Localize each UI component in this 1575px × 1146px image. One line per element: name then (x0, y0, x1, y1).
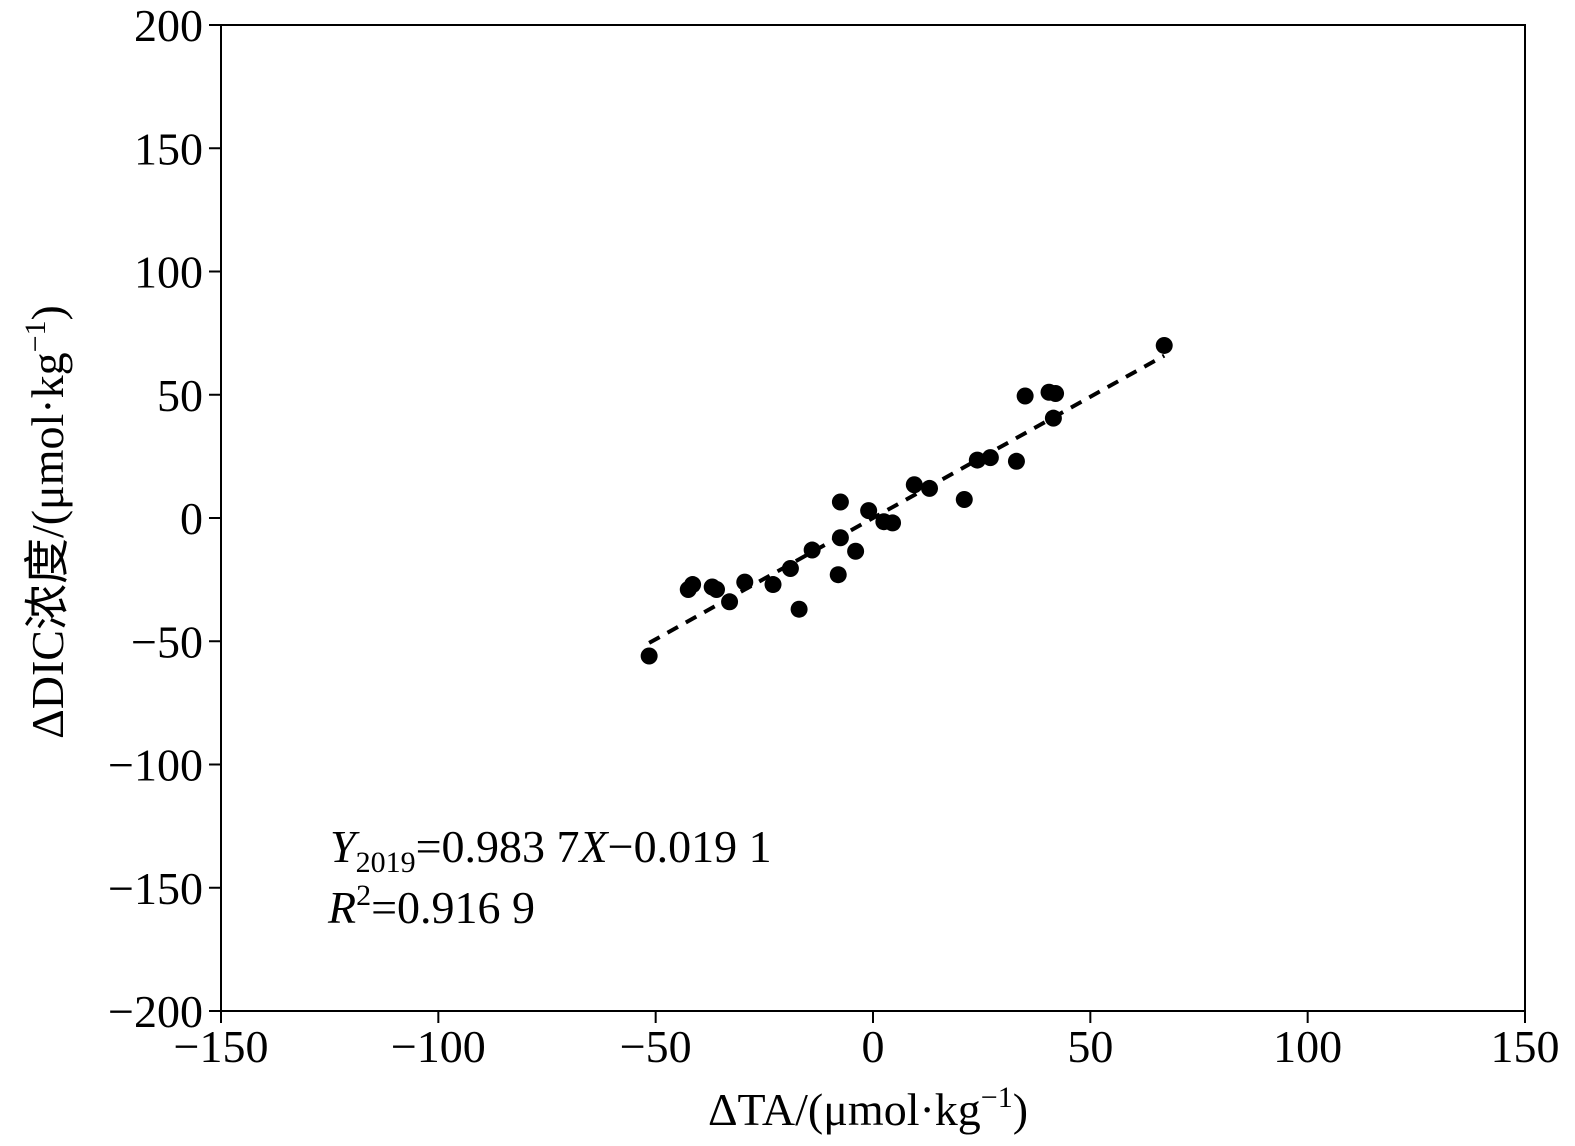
data-point (803, 541, 821, 559)
y-axis-title-sup: −1 (19, 320, 52, 352)
regression-equation: Y2019=0.983 7X−0.019 1 (330, 821, 772, 879)
x-tick-label: 50 (1067, 1021, 1113, 1072)
data-point (905, 476, 923, 494)
y-tick-label: −150 (108, 863, 203, 914)
data-point (921, 479, 939, 497)
data-point (1047, 385, 1065, 403)
data-point (764, 576, 782, 594)
x-axis-title-main: ΔTA/(μmol·kg (708, 1084, 981, 1135)
y-tick-label: 150 (134, 123, 203, 174)
y-tick-label: −100 (108, 740, 203, 791)
data-points (640, 336, 1173, 665)
y-tick-label: 0 (180, 493, 203, 544)
axis-tick-labels: −150 −100 −50 0 50 100 150−200−150−100−5005010… (108, 0, 1559, 1072)
x-axis-title: ΔTA/(μmol·kg−1) (708, 1081, 1028, 1135)
y-tick-label: −200 (108, 986, 203, 1037)
eq-y-symbol: Y (330, 821, 360, 872)
x-tick-label: 150 (1491, 1021, 1560, 1072)
data-point (831, 493, 849, 511)
r2-superscript: 2 (356, 879, 371, 912)
y-axis-title-main: ΔDIC浓度/(μmol·kg (22, 352, 73, 738)
data-point (708, 580, 726, 598)
eq-coefficient: =0.983 7 (416, 821, 580, 872)
x-tick-label: −150 (174, 1021, 269, 1072)
data-point (640, 647, 658, 665)
data-point (968, 451, 986, 469)
r2-r-symbol: R (327, 882, 356, 933)
data-point (981, 449, 999, 467)
data-point (860, 502, 878, 520)
y-tick-label: 100 (134, 247, 203, 298)
x-axis-title-end: ) (1013, 1084, 1028, 1135)
data-point (1016, 387, 1034, 405)
data-point (736, 573, 754, 591)
x-axis-title-sup: −1 (981, 1081, 1013, 1114)
regression-fit-line (648, 353, 1166, 645)
y-axis-title: ΔDIC浓度/(μmol·kg−1) (19, 305, 73, 739)
axis-ticks (209, 24, 1526, 1023)
data-point (1044, 409, 1062, 427)
data-point (790, 600, 808, 618)
x-tick-label: 100 (1273, 1021, 1342, 1072)
r2-value: =0.916 9 (371, 882, 535, 933)
data-point (829, 566, 847, 584)
y-tick-label: 50 (157, 370, 203, 421)
eq-y-subscript: 2019 (356, 846, 416, 879)
data-point (1007, 452, 1025, 470)
y-tick-label: −50 (131, 616, 203, 667)
data-point (955, 491, 973, 509)
x-tick-label: −50 (620, 1021, 692, 1072)
y-axis-title-end: ) (22, 305, 73, 320)
data-point (847, 542, 865, 560)
x-tick-label: −100 (391, 1021, 486, 1072)
data-point (781, 560, 799, 578)
eq-intercept: −0.019 1 (608, 821, 772, 872)
data-point (1155, 336, 1173, 354)
y-tick-label: 200 (134, 0, 203, 51)
data-point (831, 529, 849, 547)
data-point (884, 514, 902, 532)
data-point (684, 576, 702, 594)
data-point (721, 593, 739, 611)
eq-x-symbol: X (578, 821, 610, 872)
r-squared-label: R2=0.916 9 (327, 879, 535, 933)
x-tick-label: 0 (862, 1021, 885, 1072)
